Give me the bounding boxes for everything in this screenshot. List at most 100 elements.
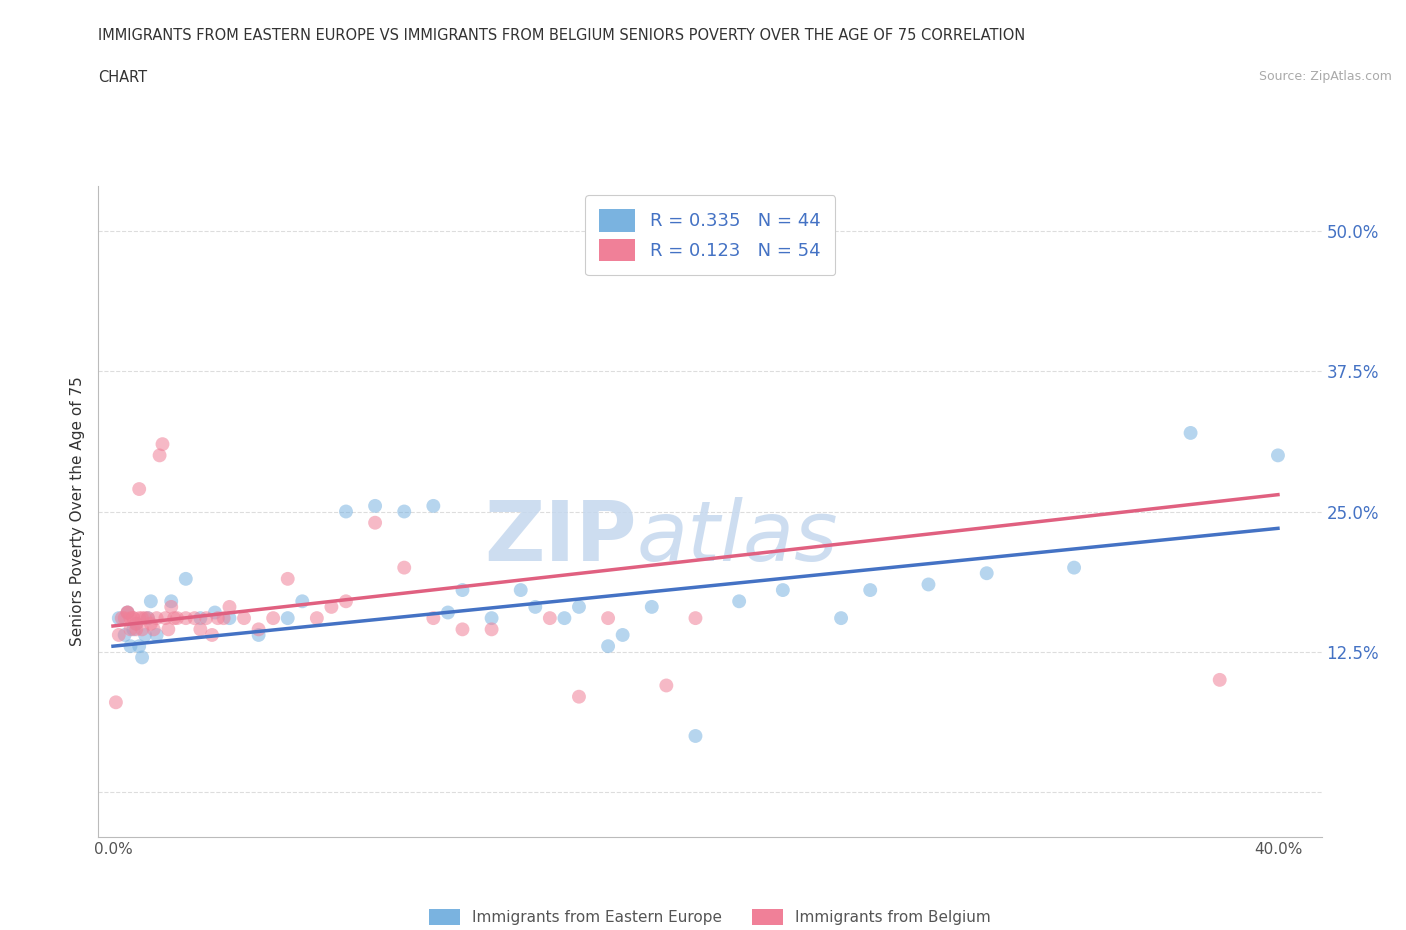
Point [553,611,575,626]
Point [394,504,416,519]
Point [247,622,270,637]
Point [538,611,561,626]
Point [163,611,186,626]
Point [830,611,852,626]
Point [204,605,226,620]
Point [131,611,153,626]
Point [122,611,145,626]
Point [568,689,591,704]
Point [160,600,183,615]
Y-axis label: Seniors Poverty Over the Age of 75: Seniors Poverty Over the Age of 75 [69,377,84,646]
Point [305,611,328,626]
Point [481,622,503,637]
Point [152,437,174,452]
Point [125,622,148,637]
Point [277,611,299,626]
Point [976,565,998,580]
Point [120,622,142,637]
Point [131,622,153,637]
Point [122,611,145,626]
Point [188,622,212,637]
Point [422,611,444,626]
Point [247,628,270,643]
Point [859,582,882,597]
Point [655,678,678,693]
Point [394,560,416,575]
Point [207,611,229,626]
Point [195,611,218,626]
Point [422,498,444,513]
Point [437,605,460,620]
Point [142,622,165,637]
Point [188,611,212,626]
Point [139,594,162,609]
Point [598,639,620,654]
Point [233,611,256,626]
Point [364,515,387,530]
Legend: Immigrants from Eastern Europe, Immigrants from Belgium: Immigrants from Eastern Europe, Immigran… [423,903,997,930]
Point [335,594,357,609]
Point [122,622,145,637]
Point [1180,426,1202,441]
Point [262,611,284,626]
Point [481,611,503,626]
Point [120,611,142,626]
Point [117,605,139,620]
Point [128,639,150,654]
Point [335,504,357,519]
Point [1208,672,1232,687]
Point [145,628,167,643]
Point [509,582,531,597]
Point [568,600,591,615]
Text: IMMIGRANTS FROM EASTERN EUROPE VS IMMIGRANTS FROM BELGIUM SENIORS POVERTY OVER T: IMMIGRANTS FROM EASTERN EUROPE VS IMMIGR… [98,28,1025,43]
Point [364,498,387,513]
Point [131,650,153,665]
Point [321,600,343,615]
Point [125,617,148,631]
Point [218,600,240,615]
Point [641,600,664,615]
Point [160,594,183,609]
Point [612,628,634,643]
Text: atlas: atlas [637,497,838,578]
Point [201,628,224,643]
Point [128,482,150,497]
Point [772,582,794,597]
Point [157,622,180,637]
Point [108,611,131,626]
Point [117,605,139,620]
Point [111,611,134,626]
Point [183,611,205,626]
Point [917,577,939,591]
Text: Source: ZipAtlas.com: Source: ZipAtlas.com [1258,70,1392,83]
Point [212,611,235,626]
Point [598,611,620,626]
Point [134,628,156,643]
Point [134,611,156,626]
Point [728,594,751,609]
Point [136,611,159,626]
Point [451,622,474,637]
Point [1267,448,1289,463]
Point [114,611,136,626]
Point [104,695,127,710]
Point [1063,560,1085,575]
Point [174,611,197,626]
Point [174,571,197,586]
Point [120,639,142,654]
Text: ZIP: ZIP [484,497,637,578]
Point [149,448,172,463]
Point [139,617,162,631]
Point [155,611,177,626]
Point [114,628,136,643]
Point [125,617,148,631]
Point [277,571,299,586]
Point [145,611,167,626]
Point [291,594,314,609]
Point [136,611,159,626]
Point [166,611,188,626]
Point [685,611,707,626]
Point [117,605,139,620]
Point [451,582,474,597]
Point [128,611,150,626]
